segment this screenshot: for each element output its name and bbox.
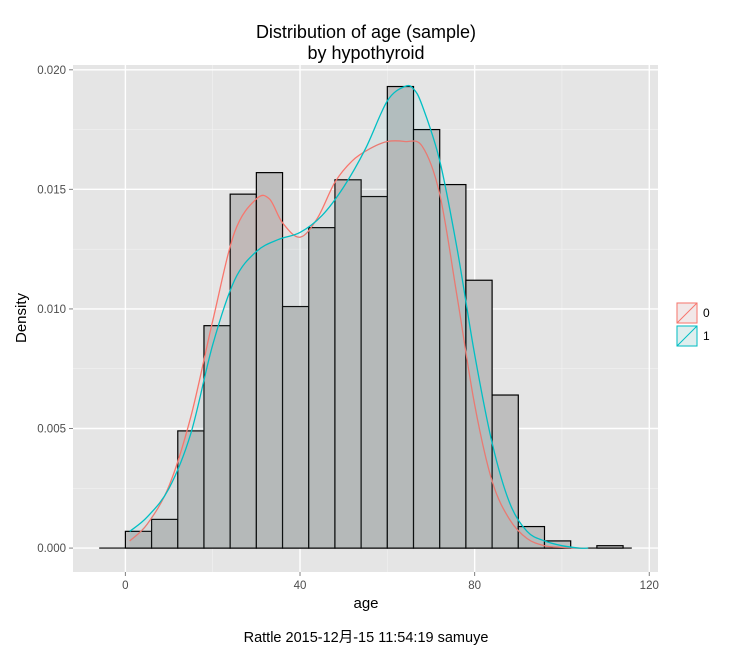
- histogram-bar: [439, 183, 467, 549]
- x-tick-label: 80: [468, 580, 481, 592]
- y-tick-label: 0.005: [37, 424, 66, 436]
- density-curves: [129, 84, 589, 549]
- x-tick-label: 40: [294, 580, 307, 592]
- x-tick-label: 120: [640, 580, 659, 592]
- density-area-0: [129, 140, 589, 549]
- y-axis-title: Density: [13, 292, 30, 343]
- chart-title: Distribution of age (sample): [256, 22, 476, 42]
- density-area-1: [129, 85, 589, 549]
- legend: 01: [675, 301, 710, 348]
- y-tick-label: 0.000: [37, 543, 66, 555]
- histogram-bar: [491, 394, 519, 549]
- x-tick-label: 0: [122, 580, 128, 592]
- histogram-bars: [124, 85, 624, 549]
- y-tick-label: 0.010: [37, 304, 66, 316]
- chart-subtitle: by hypothyroid: [307, 43, 424, 63]
- x-axis-title: age: [353, 595, 378, 612]
- legend-label-1: 1: [703, 329, 710, 343]
- histogram-bar: [229, 193, 257, 549]
- y-tick-label: 0.020: [37, 65, 66, 77]
- legend-key-0: [675, 301, 699, 325]
- y-tick-label: 0.015: [37, 184, 66, 196]
- histogram-bar: [281, 305, 310, 549]
- density-line-1: [129, 84, 589, 549]
- histogram-bar: [255, 172, 284, 549]
- caption: Rattle 2015-12月-15 11:54:19 samuye: [244, 630, 489, 646]
- x-axis: 0 40 80 120: [122, 572, 659, 592]
- legend-key-1: [675, 324, 699, 348]
- legend-key-diagonal: [676, 325, 698, 347]
- y-axis: 0.000 0.005 0.010 0.015 0.020: [37, 65, 73, 555]
- legend-label-0: 0: [703, 306, 710, 320]
- density-line-0: [129, 140, 589, 549]
- legend-key-diagonal: [676, 302, 698, 324]
- histogram-bar: [386, 85, 415, 549]
